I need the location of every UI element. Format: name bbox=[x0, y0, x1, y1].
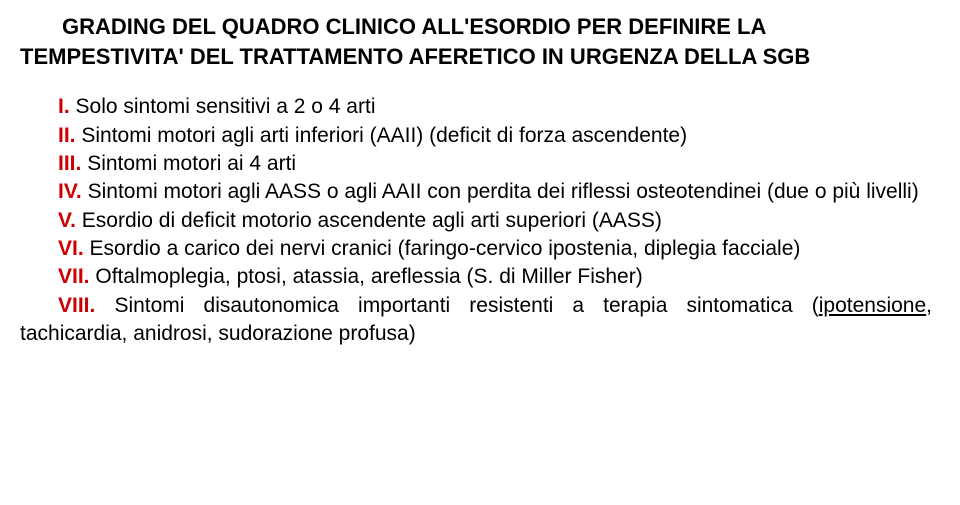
item-text-underlined: ipotensione bbox=[819, 294, 926, 317]
roman-numeral: VI. bbox=[58, 237, 84, 260]
list-item: VI. Esordio a carico dei nervi cranici (… bbox=[20, 235, 932, 263]
item-text: Esordio a carico dei nervi cranici (fari… bbox=[90, 237, 801, 260]
item-text-pre: Sintomi disautonomica importanti resiste… bbox=[114, 294, 818, 317]
list-item: III. Sintomi motori ai 4 arti bbox=[20, 150, 932, 178]
list-item: II. Sintomi motori agli arti inferiori (… bbox=[20, 122, 932, 150]
list-item: IV. Sintomi motori agli AASS o agli AAII… bbox=[20, 178, 932, 206]
roman-numeral: IV. bbox=[58, 180, 82, 203]
list-item: V. Esordio di deficit motorio ascendente… bbox=[20, 207, 932, 235]
item-text: Sintomi motori agli AASS o agli AAII con… bbox=[88, 180, 919, 203]
list-item: VII. Oftalmoplegia, ptosi, atassia, aref… bbox=[20, 263, 932, 291]
roman-numeral: V. bbox=[58, 209, 76, 232]
list-item: I. Solo sintomi sensitivi a 2 o 4 arti bbox=[20, 93, 932, 121]
item-text: Oftalmoplegia, ptosi, atassia, areflessi… bbox=[95, 265, 642, 288]
title-line-2: TEMPESTIVITA' DEL TRATTAMENTO AFERETICO … bbox=[20, 42, 932, 72]
document-title: GRADING DEL QUADRO CLINICO ALL'ESORDIO P… bbox=[20, 12, 932, 71]
item-text: Sintomi motori ai 4 arti bbox=[87, 152, 296, 175]
roman-numeral: VIII. bbox=[58, 294, 95, 317]
list-item: VIII. Sintomi disautonomica importanti r… bbox=[20, 292, 932, 349]
item-text: Esordio di deficit motorio ascendente ag… bbox=[82, 209, 662, 232]
item-text: Solo sintomi sensitivi a 2 o 4 arti bbox=[76, 95, 376, 118]
document-page: GRADING DEL QUADRO CLINICO ALL'ESORDIO P… bbox=[0, 0, 960, 360]
title-line-1: GRADING DEL QUADRO CLINICO ALL'ESORDIO P… bbox=[20, 12, 932, 42]
numbered-list: I. Solo sintomi sensitivi a 2 o 4 arti I… bbox=[20, 93, 932, 348]
roman-numeral: II. bbox=[58, 124, 76, 147]
roman-numeral: VII. bbox=[58, 265, 90, 288]
roman-numeral: III. bbox=[58, 152, 81, 175]
roman-numeral: I. bbox=[58, 95, 70, 118]
item-text: Sintomi motori agli arti inferiori (AAII… bbox=[81, 124, 687, 147]
